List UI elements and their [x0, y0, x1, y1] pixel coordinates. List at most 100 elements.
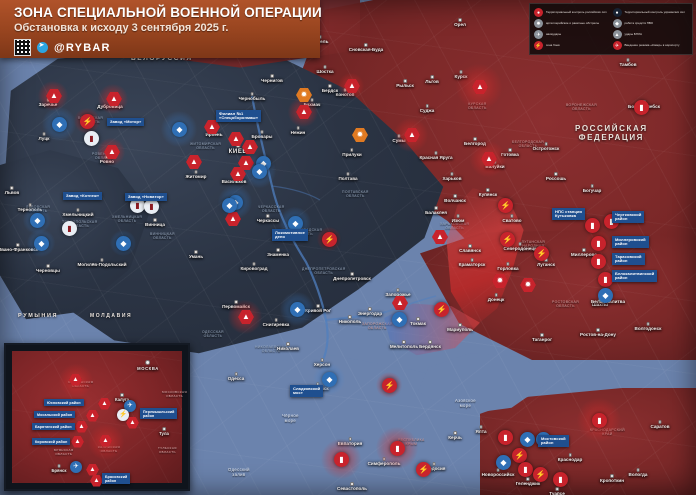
map-callout-4[interactable]: Локомотивное депо	[272, 229, 309, 242]
map-marker-60[interactable]: ⚡	[512, 448, 527, 463]
map-marker-38[interactable]: ⚡	[500, 232, 515, 247]
inset-marker-8[interactable]: ▲	[126, 417, 139, 429]
map-marker-58[interactable]: ◆	[520, 432, 535, 447]
map-marker-25[interactable]: ✹	[352, 128, 368, 142]
inset-callout-2[interactable]: Барятинский район	[32, 423, 75, 431]
map-marker-30[interactable]: ▲	[238, 310, 254, 324]
inset-marker-11[interactable]: ▲	[90, 475, 103, 487]
inset-marker-9[interactable]: ✈	[70, 461, 82, 473]
map-marker-61[interactable]: ◆	[496, 455, 511, 470]
map-marker-1[interactable]: ▲	[106, 92, 122, 106]
map-marker-18[interactable]: ▲	[230, 167, 246, 181]
map-marker-0[interactable]: ▲	[46, 89, 62, 103]
city-name: Мариуполь	[447, 327, 473, 332]
map-marker-33[interactable]: ⚡	[382, 378, 397, 393]
map-marker-9[interactable]: ◆	[116, 236, 131, 251]
map-marker-22[interactable]: ▲	[296, 105, 312, 119]
inset-marker-2[interactable]: ▲	[86, 410, 99, 422]
inset-marker-3[interactable]: ▲	[75, 421, 88, 433]
map-marker-64[interactable]: ▮	[553, 472, 568, 487]
city-name: Купянск	[478, 192, 498, 197]
map-marker-8[interactable]: ◆	[34, 236, 49, 251]
map-marker-5[interactable]: ▲	[104, 145, 120, 159]
map-marker-52[interactable]: ▮	[634, 100, 649, 115]
map-marker-49[interactable]: ▮	[591, 254, 606, 269]
map-marker-14[interactable]: ▲	[204, 120, 220, 134]
inset-marker-1[interactable]: ▲	[98, 398, 111, 410]
map-marker-36[interactable]: ▲	[432, 230, 448, 244]
map-marker-62[interactable]: ▮	[518, 462, 533, 477]
airport-icon: ✈	[124, 400, 136, 412]
inset-callout-4[interactable]: Перемышльский район	[140, 408, 178, 420]
map-marker-42[interactable]: ⚡	[434, 302, 449, 317]
city-name: Вологда	[628, 472, 648, 477]
map-marker-3[interactable]: ⚡	[80, 114, 95, 129]
map-callout-0[interactable]: Завод «Мотор»	[107, 118, 145, 126]
map-marker-10[interactable]: ▮	[62, 221, 77, 236]
map-callout-10[interactable]: Белокалитвинский район	[612, 270, 658, 283]
map-marker-29[interactable]: ⚡	[322, 232, 337, 247]
map-marker-31[interactable]: ◆	[290, 302, 305, 317]
map-callout-6[interactable]: НПС станция Кутьковка	[552, 208, 585, 221]
inset-callout-0[interactable]: Юхновский район	[44, 399, 84, 407]
inset-callout-5[interactable]: Брасовский район	[102, 473, 131, 485]
map-marker-40[interactable]: ✹	[492, 274, 508, 288]
map-marker-51[interactable]: ◆	[598, 288, 613, 303]
map-marker-27[interactable]: ◆	[222, 198, 237, 213]
map-marker-16[interactable]: ▲	[242, 140, 258, 154]
map-marker-54[interactable]: ▮	[334, 452, 349, 467]
map-marker-4[interactable]: ▮	[84, 131, 99, 146]
city-dot	[470, 258, 474, 262]
map-marker-56[interactable]: ▮	[592, 413, 607, 428]
map-marker-41[interactable]: ✹	[520, 278, 536, 292]
map-marker-35[interactable]: ◆	[392, 312, 407, 327]
inset-callout-3[interactable]: Кировский район	[32, 438, 71, 446]
map-callout-7[interactable]: Чертковский район	[612, 211, 645, 224]
inset-callout-1[interactable]: Мосальский район	[34, 411, 76, 419]
map-marker-13[interactable]: ▲	[186, 155, 202, 169]
legend-item-3: ◆ работа средств ПВО	[612, 19, 689, 28]
map-marker-20[interactable]: ◆	[252, 164, 267, 179]
map-marker-57[interactable]: ▮	[498, 430, 513, 445]
marker-glyph: ⚡	[536, 248, 547, 258]
inset-oblast-label-2: БРЯНСКАЯ ОБЛАСТЬ	[54, 448, 74, 456]
map-marker-24[interactable]: ▲	[344, 79, 360, 93]
map-marker-2[interactable]: ◆	[52, 117, 67, 132]
inset-marker-6[interactable]: ✈	[124, 400, 136, 412]
inset-marker-0[interactable]: ▲	[69, 374, 82, 386]
map-callout-5[interactable]: Сладковский мост	[290, 385, 324, 398]
map-marker-34[interactable]: ▲	[392, 296, 408, 310]
map-callout-1[interactable]: Завод «Котнеж»	[63, 192, 103, 200]
map-marker-37[interactable]: ⚡	[498, 198, 513, 213]
map-marker-26[interactable]: ▲	[225, 212, 241, 226]
map-callout-11[interactable]: Мостовской район	[538, 435, 569, 448]
inset-marker-10[interactable]: ▲	[86, 464, 99, 476]
map-marker-55[interactable]: ⚡	[416, 462, 431, 477]
map-marker-63[interactable]: ⚡	[533, 467, 548, 482]
map-marker-45[interactable]: ▲	[481, 152, 497, 166]
map-marker-11[interactable]: ▮	[130, 198, 145, 213]
map-marker-50[interactable]: ▮	[598, 272, 613, 287]
map-callout-9[interactable]: Тарасовский район	[612, 253, 645, 266]
map-marker-48[interactable]: ▮	[591, 236, 606, 251]
map-marker-39[interactable]: ⚡	[534, 246, 549, 261]
map-marker-23[interactable]: ✹	[296, 88, 312, 102]
inset-marker-5[interactable]: ▲	[99, 435, 112, 447]
map-callout-3[interactable]: Филиал №1 «Спецоборонмаш»	[216, 110, 262, 123]
map-marker-7[interactable]: ◆	[30, 213, 45, 228]
inset-marker-4[interactable]: ▲	[71, 436, 84, 448]
legend-item-label: авиаудары	[546, 31, 562, 36]
map-marker-15[interactable]: ▲	[228, 132, 244, 146]
inset-marker-7[interactable]: ⚡	[117, 409, 129, 421]
map-marker-46[interactable]: ▮	[585, 218, 600, 233]
map-marker-43[interactable]: ▲	[472, 80, 488, 94]
map-callout-2[interactable]: Завод «Новатор»	[125, 193, 167, 201]
city-dot	[57, 464, 61, 468]
map-marker-44[interactable]: ▲	[404, 128, 420, 142]
map-marker-6[interactable]: ◆	[172, 122, 187, 137]
map-callout-8[interactable]: Миллеровский район	[612, 236, 649, 249]
map-marker-53[interactable]: ▮	[390, 441, 405, 456]
map-marker-12[interactable]: ▮	[144, 199, 159, 214]
map-marker-32[interactable]: ◆	[322, 372, 337, 387]
